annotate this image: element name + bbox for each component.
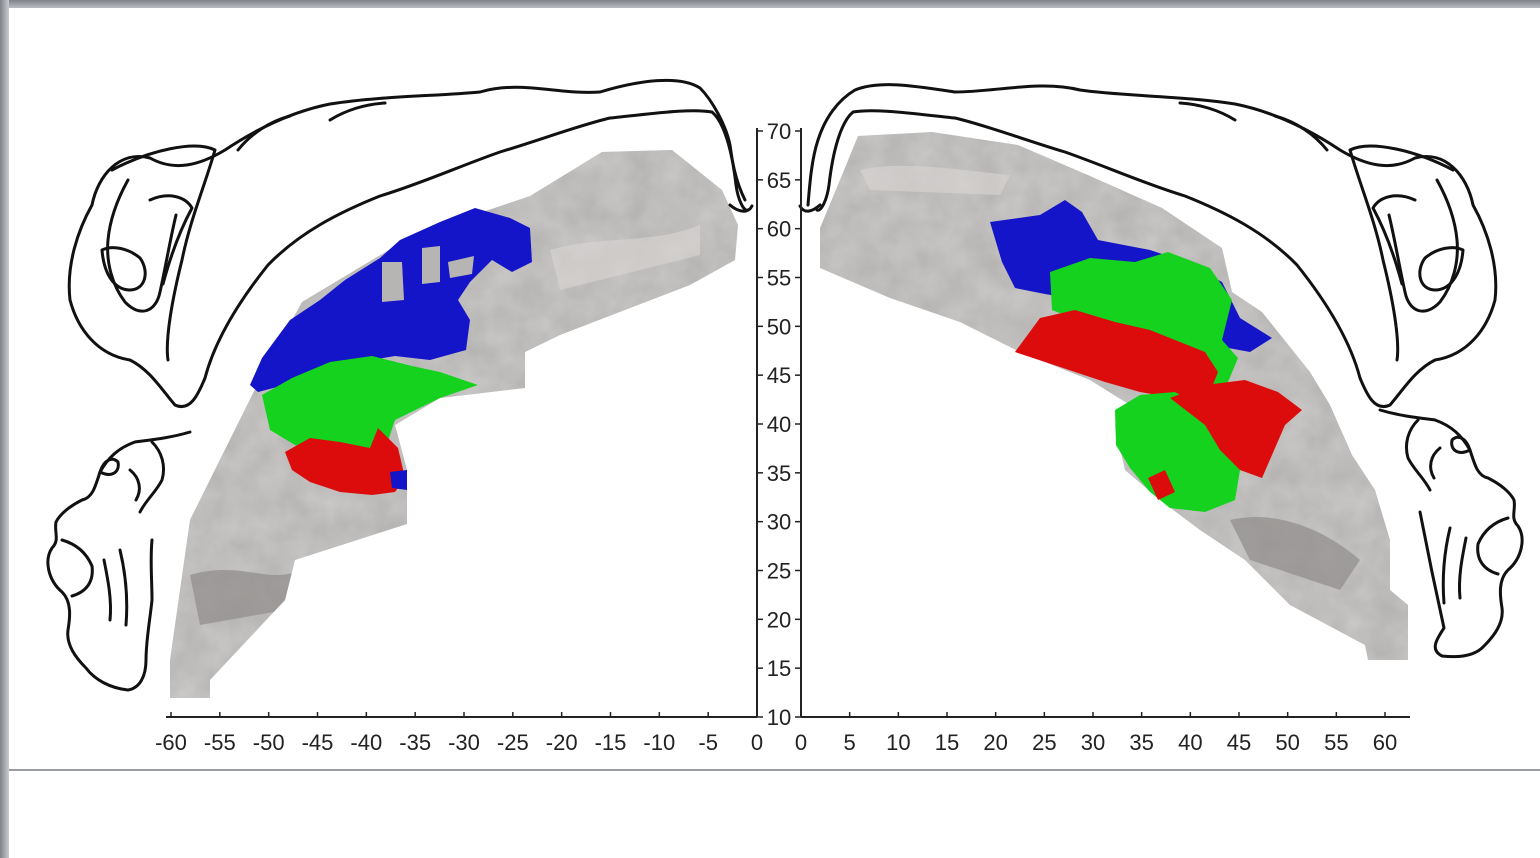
divider-line (9, 769, 1540, 771)
right-x-tick-label: 55 (1324, 730, 1348, 755)
left-x-tick-label: -50 (253, 730, 285, 755)
left-x-tick-label: -60 (155, 730, 187, 755)
left-blue-gap-1 (382, 246, 474, 302)
y-tick-label: 35 (767, 461, 791, 486)
right-x-tick-label: 25 (1032, 730, 1056, 755)
y-ticks: 10 15 20 25 30 35 40 45 50 55 60 65 70 (757, 119, 801, 730)
left-x-tick-label: -15 (595, 730, 627, 755)
left-x-tick-label: 0 (751, 730, 763, 755)
right-hemisphere-map (820, 132, 1408, 660)
left-blue-patch-lower (390, 470, 407, 490)
right-x-tick-label: 15 (935, 730, 959, 755)
y-tick-label: 25 (767, 559, 791, 584)
left-x-tick-label: -10 (643, 730, 675, 755)
y-tick-label: 20 (767, 607, 791, 632)
left-x-tick-label: -5 (698, 730, 718, 755)
left-red-region (285, 428, 405, 495)
y-tick-label: 65 (767, 168, 791, 193)
right-red-region-lower (1170, 380, 1302, 478)
right-x-tick-label: 0 (795, 730, 807, 755)
right-x-tick-label: 10 (886, 730, 910, 755)
window-frame-left (0, 0, 9, 858)
y-tick-label: 10 (767, 705, 791, 730)
left-x-tick-label: -25 (497, 730, 529, 755)
left-x-tick-label: -45 (302, 730, 334, 755)
right-x-tick-label: 60 (1373, 730, 1397, 755)
left-x-tick-label: -55 (204, 730, 236, 755)
right-x-tick-label: 35 (1129, 730, 1153, 755)
right-x-tick-label: 50 (1275, 730, 1299, 755)
right-x-tick-label: 20 (983, 730, 1007, 755)
y-tick-label: 50 (767, 314, 791, 339)
left-x-ticks: -60 -55 -50 -45 -40 -35 -30 -25 -20 -15 -10 -5 0 (155, 712, 763, 755)
right-x-tick-label: 45 (1227, 730, 1251, 755)
left-x-tick-label: -35 (399, 730, 431, 755)
y-tick-label: 15 (767, 656, 791, 681)
y-tick-label: 30 (767, 510, 791, 535)
window-frame-top (0, 0, 1540, 8)
screaming-head-sketch-left (46, 430, 192, 692)
y-tick-label: 70 (767, 119, 791, 144)
right-red-spot (1148, 470, 1175, 500)
lying-figure-sketch-left (67, 78, 754, 409)
y-tick-label: 55 (767, 266, 791, 291)
screaming-head-sketch-right (1378, 408, 1524, 659)
lying-figure-sketch-right (798, 83, 1498, 409)
left-x-tick-label: -20 (546, 730, 578, 755)
right-x-ticks: 0 5 10 15 20 25 30 35 40 45 50 55 60 (795, 712, 1397, 755)
left-x-tick-label: -40 (350, 730, 382, 755)
y-tick-label: 60 (767, 217, 791, 242)
right-x-tick-label: 30 (1081, 730, 1105, 755)
y-tick-label: 40 (767, 412, 791, 437)
left-x-tick-label: -30 (448, 730, 480, 755)
right-red-region-upper (1015, 310, 1218, 398)
left-hemisphere-map (170, 150, 738, 698)
y-tick-label: 45 (767, 363, 791, 388)
right-x-tick-label: 5 (844, 730, 856, 755)
right-x-tick-label: 40 (1178, 730, 1202, 755)
